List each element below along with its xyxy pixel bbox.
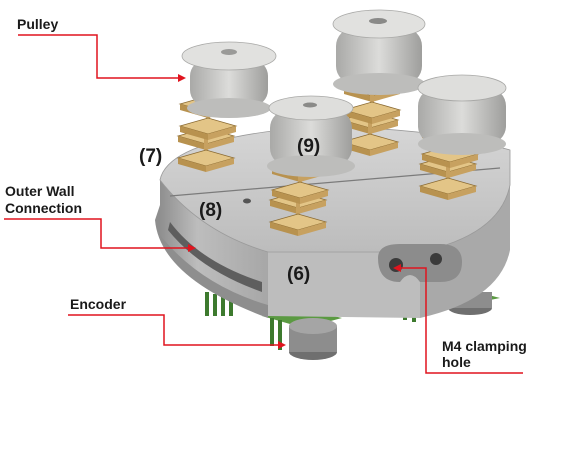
- pulley-stack-back: [332, 9, 426, 157]
- m4-arrowhead: [393, 264, 401, 272]
- outer-wall-label-line1: Outer Wall: [5, 183, 75, 199]
- pulley-leader: [18, 34, 180, 79]
- pulley-stack-7: [177, 41, 277, 173]
- outer-wall-label-line2: Connection: [5, 200, 82, 216]
- m4-leader: [399, 267, 523, 374]
- encoder-label: Encoder: [70, 296, 127, 312]
- leader-lines: [4, 34, 523, 374]
- part-number-8: (8): [199, 200, 223, 221]
- part-number-7: (7): [139, 146, 163, 167]
- outer-wall-leader: [4, 218, 190, 249]
- outer-wall-arrowhead: [188, 244, 196, 252]
- leader-arrowheads: [178, 74, 401, 349]
- m4-label-line1: M4 clamping: [442, 338, 527, 354]
- pulley-stack-right: [417, 74, 507, 201]
- encoder-arrowhead: [278, 341, 286, 349]
- encoder-leader: [68, 314, 280, 346]
- part-number-6: (6): [287, 264, 311, 285]
- part-number-9: (9): [297, 136, 321, 157]
- pulley-stack-9: [267, 95, 355, 237]
- m4-label-line2: hole: [442, 354, 471, 370]
- pulley-arrowhead: [178, 74, 186, 82]
- pulley-label: Pulley: [17, 16, 59, 32]
